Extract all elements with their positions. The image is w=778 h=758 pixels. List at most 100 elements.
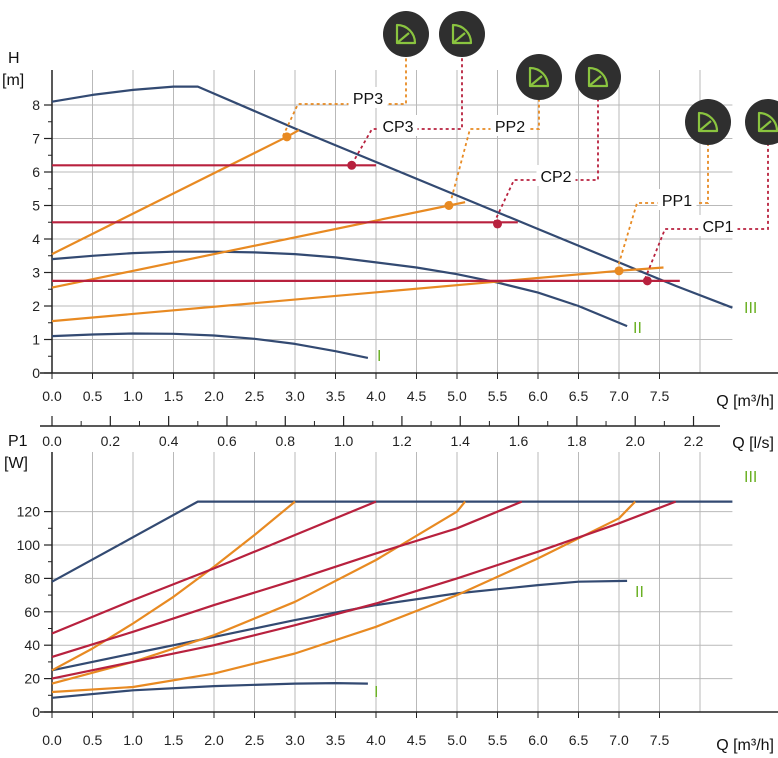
callout-label-bg	[348, 87, 388, 108]
eco-mode-icon	[383, 11, 429, 57]
callout-label-cp2: CP2	[540, 169, 571, 186]
ls-axis-tick-label: 1.0	[334, 433, 354, 449]
head-x-tick-label: 5.0	[447, 388, 467, 404]
head-x-tick-label: 6.0	[528, 388, 548, 404]
power-x-tick-label: 6.0	[528, 732, 548, 748]
head-x-tick-label: 0.5	[83, 388, 103, 404]
power-x-tick-label: 1.0	[123, 732, 143, 748]
ls-axis-tick-label: 1.8	[567, 433, 587, 449]
power-curve-cp2	[51, 500, 523, 658]
head-x-tick-label: 3.5	[326, 388, 346, 404]
head-x-tick-label: 2.5	[245, 388, 265, 404]
ls-axis-tick-label: 0.6	[217, 433, 237, 449]
ls-axis-tick-label: 0.0	[42, 433, 62, 449]
ls-axis-tick-label: 0.4	[159, 433, 179, 449]
head-x-tick-label: 6.5	[569, 388, 589, 404]
ls-axis-tick-label: 1.6	[509, 433, 529, 449]
axis-layer: 0 1 2 3 4 5 6 7 8 0.0 0.5 1.0 1.5 2.0 2.5 3.0 3.5 4.0 4.5 5…	[2, 50, 778, 754]
head-y-tick-label: 3	[32, 265, 40, 281]
head-y-tick-label: 5	[32, 198, 40, 214]
power-x-tick-label: 0.5	[83, 732, 103, 748]
eco-mode-icon-disc	[516, 54, 562, 100]
head-curve-pp2	[51, 201, 466, 289]
eco-mode-icon-diagonal	[396, 32, 410, 44]
head-x-tick-label: 7.5	[650, 388, 670, 404]
head-y-tick-label: 1	[32, 332, 40, 348]
power-curve-label-ii: II	[635, 584, 644, 601]
head-y-axis-unit: [m]	[2, 72, 24, 89]
eco-mode-icon-disc	[439, 11, 485, 57]
power-y-axis-title: P1	[8, 433, 28, 450]
power-y-tick-label: 20	[24, 671, 40, 687]
power-curve-i	[51, 682, 368, 699]
eco-mode-icon-disc	[383, 11, 429, 57]
ls-axis-tick-label: 1.4	[451, 433, 471, 449]
eco-mode-icon	[745, 99, 778, 145]
power-y-tick-label: 120	[17, 504, 41, 520]
head-y-tick-label: 4	[32, 231, 40, 247]
head-curve-label-ii: II	[633, 320, 642, 337]
callout-leader-pp2	[449, 100, 540, 205]
head-curve-label-i: I	[377, 348, 381, 365]
callout-label-bg	[536, 165, 576, 186]
power-y-tick-label: 80	[24, 570, 40, 586]
head-x-tick-label: 1.0	[123, 388, 143, 404]
power-x-tick-label: 2.5	[245, 732, 265, 748]
eco-mode-icon-diagonal	[758, 120, 772, 132]
operating-point-cp3	[347, 160, 357, 170]
eco-mode-icon-disc	[745, 99, 778, 145]
series-layer	[51, 85, 733, 699]
eco-mode-icon-quadrant	[587, 66, 609, 88]
eco-mode-icon-quadrant	[757, 111, 778, 133]
eco-mode-icon	[516, 54, 562, 100]
power-x-tick-label: 3.0	[285, 732, 305, 748]
head-y-tick-label: 7	[32, 131, 40, 147]
power-curve-pp2	[51, 500, 466, 685]
power-x-tick-label: 7.5	[650, 732, 670, 748]
power-x-tick-label: 2.0	[204, 732, 224, 748]
head-x-tick-label: 4.5	[407, 388, 427, 404]
head-y-tick-label: 6	[32, 164, 40, 180]
operating-point-pp1	[614, 266, 624, 276]
callout-label-pp3: PP3	[353, 91, 383, 108]
callout-label-cp3: CP3	[382, 119, 413, 136]
operating-point-cp1	[642, 276, 652, 286]
head-curve-i	[51, 332, 369, 359]
power-x-tick-label: 3.5	[326, 732, 346, 748]
power-x-axis-title: Q [m³/h]	[716, 737, 774, 754]
ls-axis-tick-label: 1.2	[392, 433, 412, 449]
head-curve-pp3	[51, 129, 300, 256]
power-x-tick-label: 5.0	[447, 732, 467, 748]
eco-mode-icon-disc	[685, 99, 731, 145]
power-curve-ii	[51, 579, 628, 672]
ls-axis-tick-label: 2.0	[625, 433, 645, 449]
head-x-tick-label: 4.0	[366, 388, 386, 404]
callout-label-pp2: PP2	[495, 119, 525, 136]
operating-point-pp2	[444, 201, 454, 210]
head-x-tick-label: 1.5	[164, 388, 184, 404]
power-x-tick-label: 0.0	[42, 732, 62, 748]
callout-label-bg	[378, 115, 418, 136]
eco-mode-icon	[439, 11, 485, 57]
eco-mode-icon-quadrant	[395, 23, 417, 45]
head-y-axis-title: H	[8, 50, 20, 67]
head-curve-iii	[51, 85, 733, 309]
power-curve-label-iii: III	[744, 469, 757, 486]
eco-mode-icon-quadrant	[528, 66, 550, 88]
power-x-tick-label: 7.0	[609, 732, 629, 748]
callout-leader-cp3	[351, 57, 463, 165]
power-x-tick-label: 6.5	[569, 732, 589, 748]
eco-mode-icon-diagonal	[452, 32, 466, 44]
ls-axis-tick-label: 0.2	[101, 433, 121, 449]
head-y-tick-label: 0	[32, 365, 40, 381]
eco-mode-icon	[575, 54, 621, 100]
head-x-tick-label: 3.0	[285, 388, 305, 404]
callout-label-bg	[698, 215, 738, 236]
callout-label-cp1: CP1	[702, 219, 733, 236]
callout-label-bg	[657, 189, 697, 210]
eco-mode-icon-diagonal	[588, 75, 602, 87]
head-x-axis-title: Q [m³/h]	[716, 393, 774, 410]
eco-mode-icon-disc	[575, 54, 621, 100]
